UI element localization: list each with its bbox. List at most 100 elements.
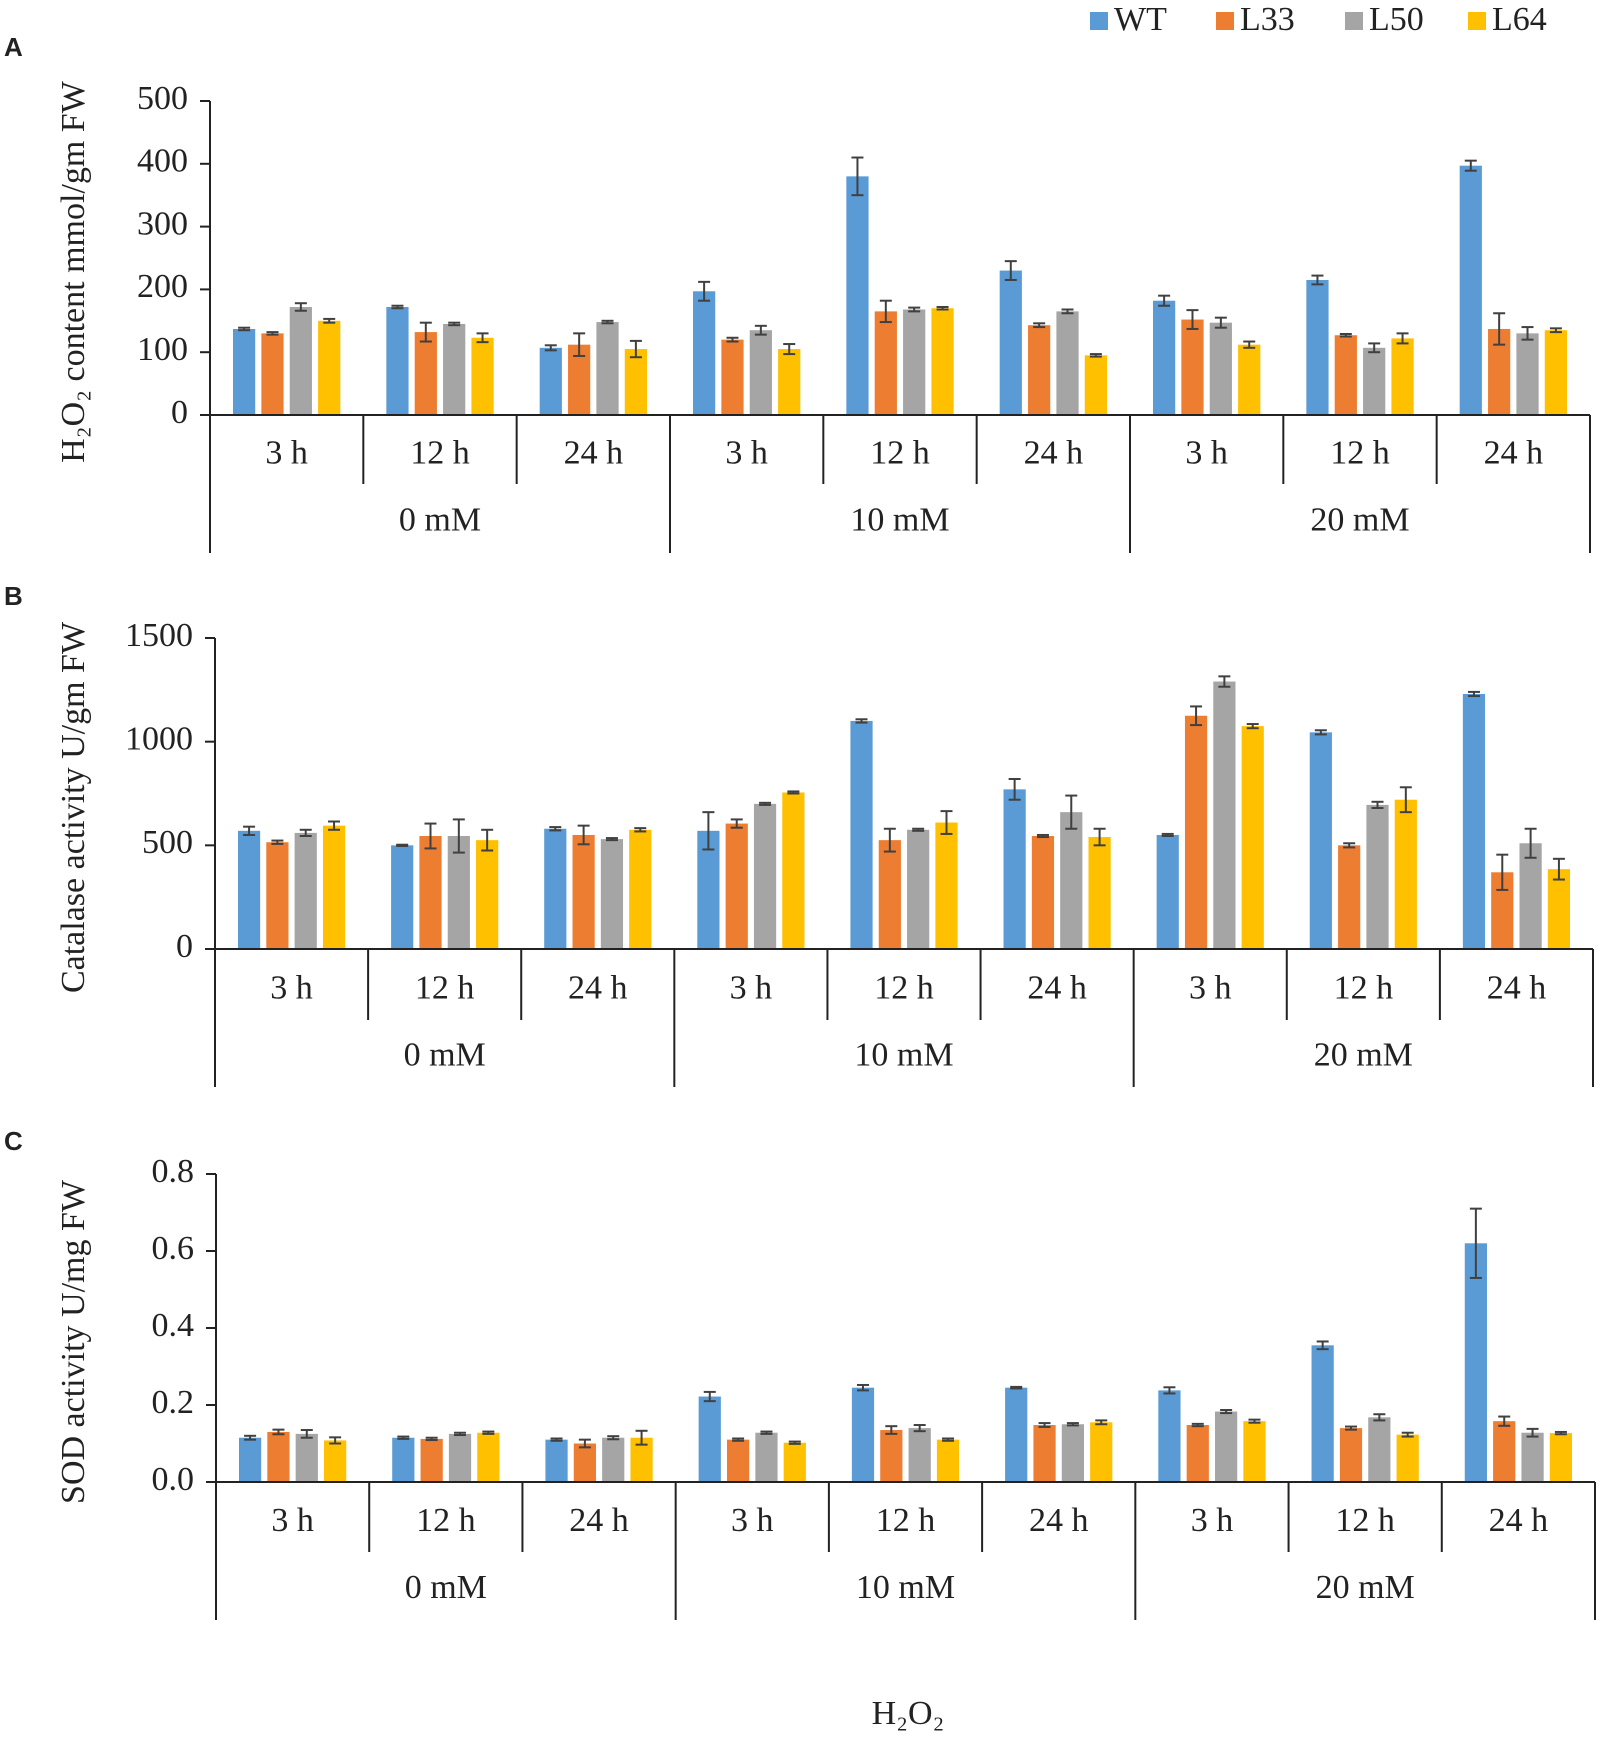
error-bar — [783, 343, 796, 356]
bar — [1491, 872, 1514, 949]
error-bar — [550, 1437, 563, 1442]
error-bar — [1218, 675, 1231, 688]
bar — [783, 1442, 806, 1482]
error-bar — [703, 1390, 716, 1403]
y-tick-label: 0.8 — [152, 1153, 195, 1190]
x-tick-label: 24 h — [1027, 969, 1087, 1006]
bar — [1060, 812, 1083, 949]
bar — [1184, 715, 1208, 949]
error-bar — [1246, 723, 1259, 730]
error-bar — [323, 317, 336, 324]
bar — [1238, 344, 1261, 415]
panel-letter: C — [4, 1126, 23, 1156]
bar — [782, 792, 805, 949]
error-bar — [760, 1430, 773, 1435]
y-tick-label: 1000 — [125, 720, 193, 757]
error-bar — [1161, 832, 1174, 838]
error-bar — [1344, 1425, 1357, 1431]
group-label: 0 mM — [399, 501, 481, 538]
error-bar — [328, 820, 341, 831]
error-bar — [1373, 1413, 1386, 1422]
y-axis-label: SOD activity U/mg FW — [55, 1179, 92, 1504]
error-bar — [244, 1434, 257, 1441]
error-bar — [452, 818, 465, 854]
bar — [1181, 319, 1204, 415]
bar — [907, 829, 930, 949]
bar — [936, 1439, 960, 1482]
bar — [267, 1431, 290, 1482]
x-tick-label: 3 h — [1189, 969, 1232, 1006]
error-bar — [913, 1424, 926, 1433]
y-tick-label: 200 — [137, 268, 188, 305]
error-bar — [634, 827, 647, 833]
bar — [693, 291, 716, 415]
bar — [629, 829, 652, 949]
error-bar — [1061, 308, 1074, 315]
error-bar — [702, 811, 715, 851]
x-axis-label: H₂O₂ — [872, 1695, 945, 1732]
y-axis-label: Catalase activity U/gm FW — [55, 621, 92, 993]
bar — [755, 1432, 778, 1482]
error-bar — [577, 824, 590, 846]
bar — [1158, 1390, 1181, 1482]
error-bar — [759, 801, 772, 806]
error-bar — [1464, 159, 1477, 172]
y-tick-label: 100 — [137, 331, 188, 368]
error-bar — [294, 302, 307, 312]
bar — [1521, 1432, 1544, 1482]
group-label: 20 mM — [1310, 501, 1409, 538]
bar — [295, 1433, 318, 1482]
error-bar — [855, 718, 868, 724]
bar — [545, 1439, 568, 1482]
bar — [392, 1437, 415, 1482]
error-bar — [300, 1429, 313, 1439]
bar — [880, 1430, 903, 1482]
bar — [1544, 330, 1567, 415]
error-bar — [419, 321, 432, 343]
error-bar — [730, 818, 743, 829]
bar — [624, 349, 647, 415]
bar — [1209, 322, 1232, 415]
bar — [1215, 1411, 1238, 1482]
bar — [1005, 1387, 1028, 1482]
error-bar — [1399, 786, 1412, 814]
bar — [471, 337, 494, 415]
group-label: 10 mM — [856, 1569, 955, 1606]
error-bar — [396, 843, 409, 847]
y-tick-label: 500 — [137, 80, 188, 117]
error-bar — [266, 331, 279, 336]
bar — [1088, 837, 1111, 949]
x-tick-label: 24 h — [1029, 1502, 1089, 1539]
x-tick-label: 12 h — [416, 1502, 476, 1539]
bar — [697, 830, 720, 949]
error-bar — [454, 1431, 467, 1437]
bar — [476, 840, 499, 949]
bar — [1241, 726, 1264, 949]
error-bar — [605, 837, 618, 842]
error-bar — [885, 1425, 898, 1435]
error-bar — [1316, 1340, 1329, 1351]
bar — [596, 322, 619, 415]
error-bar — [1524, 827, 1537, 859]
error-bar — [448, 321, 461, 327]
error-bar — [1496, 853, 1509, 891]
error-bar — [1314, 729, 1327, 736]
x-tick-label: 3 h — [1191, 1502, 1234, 1539]
error-bar — [272, 1428, 285, 1436]
group-label: 0 mM — [405, 1569, 487, 1606]
error-bar — [940, 810, 953, 835]
error-bar — [1095, 1419, 1108, 1426]
bar — [778, 349, 801, 415]
x-tick-label: 12 h — [1335, 1502, 1395, 1539]
x-tick-label: 24 h — [1024, 434, 1084, 471]
error-bar — [1498, 1415, 1511, 1427]
bar — [602, 1437, 625, 1482]
error-bar — [1036, 833, 1049, 839]
y-tick-label: 1500 — [125, 617, 193, 654]
panel-letter: B — [4, 581, 23, 611]
x-tick-label: 24 h — [1487, 969, 1547, 1006]
error-bar — [1493, 312, 1506, 346]
bar — [1153, 300, 1176, 415]
y-tick-label: 400 — [137, 143, 188, 180]
bar — [1549, 1433, 1573, 1482]
